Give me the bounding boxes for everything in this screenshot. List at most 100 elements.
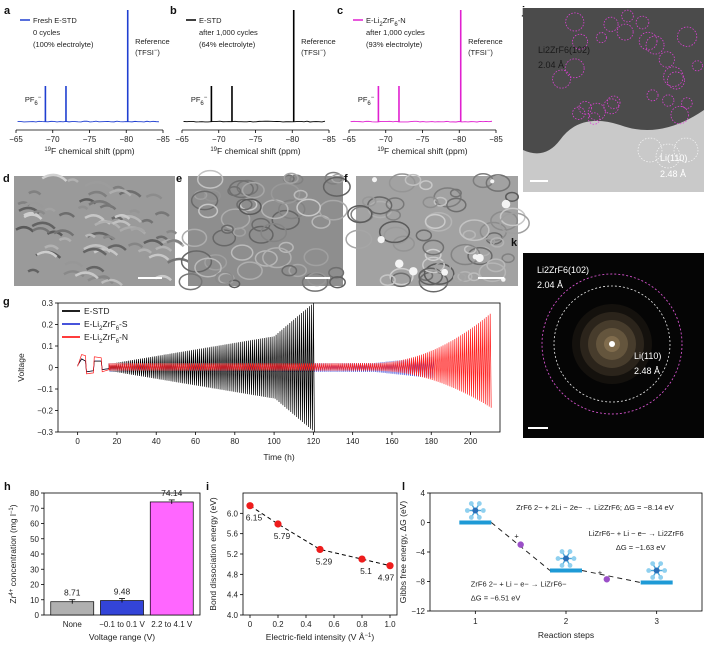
reaction-connector	[581, 570, 641, 584]
sem-grain	[467, 246, 493, 266]
sem-grain	[145, 193, 163, 200]
sem-grain	[322, 176, 351, 197]
sem-grain	[424, 248, 442, 262]
y-tick-label: −4	[416, 548, 426, 557]
y-tick-label: 0	[49, 364, 54, 373]
hrtem-panel-j: j Li2ZrF6(102) 2.04 Å Li(110) 2.48 Å	[521, 5, 704, 192]
lattice-marker	[621, 9, 634, 23]
sem-grain	[100, 278, 123, 287]
x-axis-label: Electric-field intensity (V Å−1)	[266, 632, 375, 642]
nmr-tick-label: −75	[83, 135, 97, 144]
y-tick-label: −0.2	[37, 407, 53, 416]
sem-grain	[345, 229, 373, 249]
sem-grain	[490, 237, 505, 248]
y-tick-label: 0	[35, 611, 40, 620]
sem-grain	[283, 172, 299, 184]
zr-atom	[653, 567, 660, 574]
sem-grain	[230, 244, 254, 261]
sem-grain	[486, 258, 506, 273]
x-tick-label: 1	[473, 617, 478, 626]
sem-grain	[32, 227, 51, 234]
sem-panels: d e f	[3, 169, 530, 293]
lattice-marker	[595, 32, 607, 44]
sem-grain	[281, 264, 298, 277]
data-label: 4.97	[378, 573, 395, 583]
nmr-legend-cycles: after 1,000 cycles	[366, 28, 425, 37]
nmr-legend-electrolyte: (93% electrolyte)	[366, 40, 423, 49]
legend-label: E-Li2ZrF6-S	[84, 319, 128, 332]
sem-texture-f	[345, 173, 530, 293]
x-tick-label: 180	[425, 437, 439, 446]
sem-grain	[155, 245, 173, 252]
lattice-marker	[638, 31, 658, 51]
sem-grain	[419, 180, 433, 191]
y-tick-label: 30	[30, 565, 39, 574]
nmr-tick-label: −65	[342, 135, 356, 144]
sem-grain	[154, 211, 170, 217]
sem-grain	[485, 174, 511, 192]
fft-texture	[541, 273, 683, 415]
sem-grain	[178, 273, 203, 291]
nmr-tick-label: −70	[379, 135, 393, 144]
fft-value-li2zrf6: 2.04 Å	[537, 280, 563, 290]
y-tick-label: 0.2	[42, 321, 54, 330]
nmr-baseline	[183, 120, 326, 123]
y-tick-label: 80	[30, 489, 39, 498]
sem-grain	[457, 270, 473, 283]
sem-grain	[148, 253, 170, 261]
lattice-marker	[603, 16, 619, 32]
sem-grain	[293, 189, 308, 201]
sem-grain	[238, 198, 262, 216]
sem-grain	[83, 244, 112, 253]
x-tick-label: 20	[112, 437, 121, 446]
panel-letter-h: h	[4, 481, 11, 493]
sem-grain	[190, 190, 219, 211]
fluorine-atom	[559, 549, 565, 554]
lattice-marker	[662, 94, 675, 107]
sem-grain	[418, 267, 443, 286]
sem-grain	[296, 198, 322, 217]
sem-grain	[288, 263, 307, 278]
lattice-marker	[572, 33, 589, 50]
sem-grain	[127, 242, 144, 249]
hrtem-value-li2zrf6: 2.04 Å	[538, 60, 564, 70]
fluorine-atom	[662, 568, 668, 573]
x-axis-label: Reaction steps	[538, 630, 594, 640]
nmr-x-label: 19F chemical shift (ppm)	[210, 146, 300, 156]
overall-reaction: ZrF6 2− + 2Li − 2e− → Li2ZrF6; ΔG = −8.1…	[516, 503, 674, 512]
sem-grain	[15, 225, 35, 233]
step2-energy: ΔG = −1.63 eV	[616, 543, 666, 552]
sem-grain	[232, 227, 247, 237]
x-tick-label: 2.2 to 4.1 V	[151, 620, 193, 629]
x-tick-label: None	[63, 620, 83, 629]
y-tick-label: −0.3	[37, 428, 53, 437]
sem-grain	[328, 266, 345, 279]
nmr-tick-label: −70	[212, 135, 226, 144]
lattice-marker	[552, 69, 572, 89]
sem-grain	[227, 186, 242, 197]
sem-grain	[28, 190, 42, 196]
y-tick-label: 4.4	[227, 591, 239, 600]
y-tick-label: 20	[30, 581, 39, 590]
sem-grain	[108, 188, 132, 197]
sem-grain	[44, 207, 56, 213]
nmr-tick-label: −75	[249, 135, 263, 144]
sem-grain	[112, 185, 125, 191]
li-lattice-marker	[637, 137, 663, 163]
y-tick-label: 0.1	[42, 342, 54, 351]
fluorine-atom	[468, 501, 474, 506]
fluorine-atom	[464, 508, 470, 513]
li-atom	[603, 576, 610, 583]
y-tick-label: 4	[421, 489, 426, 498]
reference-anion-label: (TFSI−)	[468, 48, 493, 57]
hrtem-dark-region	[523, 8, 704, 154]
x-tick-label: 60	[191, 437, 200, 446]
sem-grain	[415, 229, 433, 242]
nmr-tick-label: −85	[156, 135, 170, 144]
pf6-label: PF6−	[25, 95, 42, 107]
y-tick-label: 40	[30, 550, 39, 559]
sem-grain	[278, 199, 306, 220]
sem-grain	[404, 173, 422, 187]
nmr-legend-label: Fresh E-STD	[33, 16, 77, 25]
